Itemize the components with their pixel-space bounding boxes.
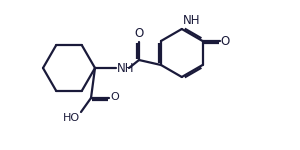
Text: O: O [220, 34, 230, 48]
Text: NH: NH [183, 14, 200, 27]
Text: HO: HO [63, 113, 80, 123]
Text: O: O [134, 27, 144, 40]
Text: NH: NH [117, 61, 134, 75]
Text: O: O [110, 92, 119, 102]
